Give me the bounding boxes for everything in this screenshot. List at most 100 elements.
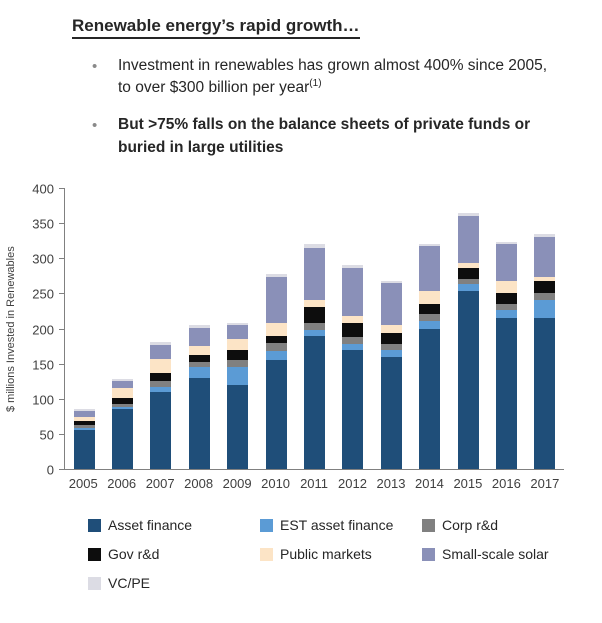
legend-swatch-icon <box>260 518 273 532</box>
bar-segment <box>419 314 441 322</box>
y-tick-mark <box>59 469 64 470</box>
bar-slot <box>219 188 257 469</box>
x-tick-label: 2014 <box>414 476 444 491</box>
bar-slot <box>180 188 218 469</box>
bar-segment <box>495 242 517 245</box>
bar-segment <box>227 322 249 326</box>
bar-segment <box>304 243 326 248</box>
bar-segment <box>265 273 287 278</box>
bar-segment <box>73 420 95 425</box>
bar-segment <box>380 280 402 283</box>
x-tick-label: 2009 <box>222 476 252 491</box>
bar-segment <box>150 381 172 387</box>
y-tick-mark <box>59 363 64 365</box>
bar-slot <box>65 188 103 469</box>
bar-slot <box>526 188 564 469</box>
bar-segment <box>265 360 287 469</box>
bar-segment <box>304 307 326 323</box>
bar-slot <box>295 188 333 469</box>
stacked-bar <box>304 243 326 469</box>
bar-segment <box>380 356 402 469</box>
bar-segment <box>304 335 326 469</box>
bullet-icon: • <box>92 58 98 75</box>
legend-item: Corp r&d <box>422 517 602 533</box>
bar-segment <box>534 237 556 278</box>
bar-segment <box>112 379 134 381</box>
bar-slot <box>142 188 180 469</box>
bullet-icon: • <box>92 117 98 135</box>
bullet-text: But >75% falls on the balance sheets of … <box>118 116 531 156</box>
bar-segment <box>227 384 249 469</box>
bar-segment <box>495 303 517 310</box>
x-tick-label: 2015 <box>453 476 483 491</box>
bar-segment <box>342 322 364 337</box>
y-tick-mark <box>59 258 64 260</box>
y-tick-label: 400 <box>32 181 54 197</box>
bar-segment <box>495 309 517 318</box>
bar-segment <box>457 262 479 269</box>
x-tick-label: 2011 <box>300 476 329 491</box>
legend-label: Public markets <box>280 546 372 562</box>
bullet-item-1: • Investment in renewables has grown alm… <box>92 55 582 100</box>
plot-area <box>64 188 564 470</box>
legend-swatch-icon <box>260 547 273 561</box>
bar-segment <box>457 284 479 292</box>
bullet-text-main: Investment in renewables has grown almos… <box>118 57 548 97</box>
y-tick-label: 100 <box>32 392 54 408</box>
x-tick-label: 2010 <box>261 476 291 491</box>
bar-segment <box>150 344 172 359</box>
legend-label: Asset finance <box>108 517 193 533</box>
bar-segment <box>227 367 249 385</box>
bar-segment <box>150 341 172 345</box>
bar-segment <box>265 342 287 351</box>
slide-content: Renewable energy’s rapid growth… • Inves… <box>0 0 602 159</box>
legend-swatch-icon <box>88 576 101 590</box>
bar-segment <box>380 349 402 357</box>
y-tick-label: 300 <box>32 251 54 267</box>
bar-segment <box>457 212 479 217</box>
bar-segment <box>495 244 517 281</box>
x-tick-label: 2013 <box>376 476 406 491</box>
y-tick-label: 0 <box>46 462 54 478</box>
y-tick-label: 150 <box>32 357 54 373</box>
bar-segment <box>150 358 172 373</box>
bar-segment <box>188 325 210 328</box>
bar-segment <box>112 398 134 404</box>
legend: Asset finance EST asset finance Corp r&d Go… <box>88 517 602 591</box>
bar-segment <box>112 409 134 469</box>
legend-item: EST asset finance <box>260 517 422 533</box>
bar-segment <box>150 391 172 469</box>
bar-segment <box>304 300 326 308</box>
bar-slot <box>372 188 410 469</box>
bar-segment <box>380 282 402 326</box>
y-tick-label: 350 <box>32 216 54 232</box>
stacked-bar <box>150 341 172 469</box>
bar-segment <box>419 321 441 329</box>
x-tick-label: 2017 <box>530 476 560 491</box>
bar-segment <box>227 339 249 350</box>
stacked-bar <box>380 280 402 469</box>
bar-segment <box>188 377 210 469</box>
bar-segment <box>342 343 364 350</box>
y-tick-label: 200 <box>32 322 54 337</box>
bar-segment <box>534 293 556 301</box>
x-tick-label: 2007 <box>145 476 175 491</box>
bar-segment <box>419 246 441 292</box>
chart-inner: $ millions Invested in Renewables 0 50 100… <box>0 182 602 478</box>
bullet-item-2: • But >75% falls on the balance sheets o… <box>92 114 582 159</box>
bar-segment <box>265 351 287 361</box>
legend-item: Gov r&d <box>88 546 260 562</box>
stacked-bar <box>265 273 287 469</box>
stacked-bar <box>112 379 134 469</box>
bar-segment <box>188 346 210 355</box>
bar-segment <box>380 343 402 350</box>
bar-segment <box>304 247 326 301</box>
legend-item: Asset finance <box>88 517 260 533</box>
y-tick-mark <box>59 188 64 189</box>
legend-label: EST asset finance <box>280 517 394 533</box>
y-tick-mark <box>59 293 64 295</box>
bar-segment <box>188 354 210 362</box>
bar-segment <box>73 417 95 421</box>
stacked-bar <box>419 243 441 469</box>
bar-segment <box>457 291 479 469</box>
